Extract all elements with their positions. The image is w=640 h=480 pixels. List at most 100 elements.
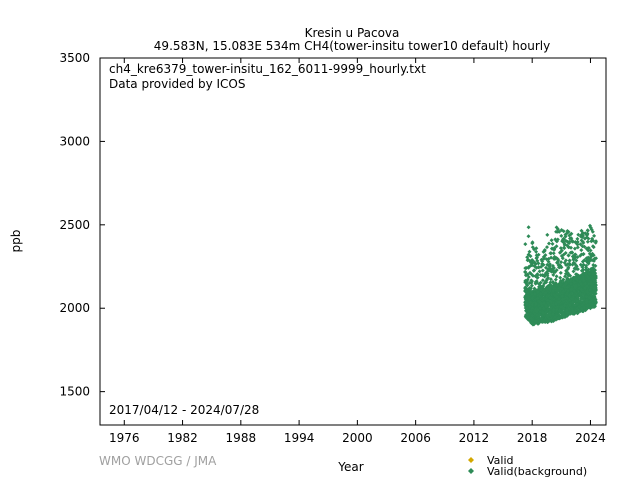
data-point [529,316,534,321]
data-point [545,232,550,237]
data-point [551,251,556,256]
data-point [584,267,589,272]
data-point [537,269,542,274]
data-point [528,263,533,268]
data-point [579,282,584,287]
legend: Valid Valid(background) [468,454,587,478]
data-point [590,272,595,276]
data-point [568,279,573,284]
data-point [552,247,557,252]
data-point [573,284,578,288]
data-point [532,291,537,296]
data-point [525,314,530,319]
data-point [545,245,549,250]
data-point [554,274,559,279]
data-point [565,310,570,315]
data-point [525,258,530,263]
data-point [557,308,562,313]
data-point [585,228,590,233]
data-point [593,268,597,273]
annotation-provider: Data provided by ICOS [109,77,245,91]
data-point [587,295,592,300]
y-tick-label: 3500 [59,51,90,65]
data-point [532,268,537,273]
data-point [555,259,560,264]
data-point [558,282,563,287]
data-point [557,299,561,304]
data-point [589,239,594,244]
data-point [535,290,540,294]
x-tick-label: 1976 [109,431,140,445]
data-point [559,254,564,258]
data-point [558,250,563,254]
data-point [570,296,575,301]
data-point [554,301,558,306]
x-axis-label: Year [337,460,363,474]
data-point [591,304,596,309]
data-point [558,275,563,280]
data-point [544,265,548,270]
data-point [527,281,532,285]
legend-label-background: Valid(background) [487,465,587,478]
data-point [553,277,558,282]
data-point [535,313,540,318]
data-point [585,290,590,295]
data-point [535,255,539,260]
data-point [574,264,579,269]
data-point [581,278,586,283]
data-point [570,250,574,255]
data-point [545,287,550,292]
data-point [572,253,577,257]
data-point [545,307,550,312]
data-point [584,284,589,289]
y-axis-label: ppb [9,230,23,253]
chart-title: Kresin u Pacova [304,26,400,40]
data-point [592,258,596,263]
data-point [523,270,528,275]
data-point [572,266,577,271]
data-point [561,237,565,242]
data-point [541,306,546,311]
x-tick-label: 2006 [400,431,431,445]
data-point [548,251,553,256]
data-point [534,319,539,324]
data-point [546,256,551,261]
data-point [524,301,529,306]
data-point [575,245,580,250]
legend-marker-valid [468,457,474,463]
data-point [569,231,574,236]
data-point [567,293,572,298]
data-point [584,272,589,277]
data-point [571,309,576,314]
data-point [523,242,528,247]
data-point [584,298,589,303]
data-point [550,241,555,246]
data-point [566,272,571,277]
data-point [592,298,597,303]
data-point [549,319,554,324]
data-point [524,306,529,311]
data-point [584,235,589,240]
data-point [576,232,581,237]
data-point [533,261,538,266]
data-point [568,281,573,286]
data-point [570,262,575,267]
data-point [547,241,551,246]
data-point [579,287,584,292]
data-point [527,249,532,254]
data-point [555,289,560,293]
data-point [539,316,544,321]
data-point [529,272,534,277]
data-point [529,283,534,288]
data-point [526,265,531,270]
data-point [561,245,566,250]
data-point [555,257,560,261]
data-point [567,258,572,263]
data-point [529,308,534,313]
x-tick-label: 1994 [284,431,315,445]
data-point [526,234,531,239]
data-point [575,311,580,315]
data-point [550,263,555,268]
data-point [543,279,548,284]
data-point [550,279,555,284]
